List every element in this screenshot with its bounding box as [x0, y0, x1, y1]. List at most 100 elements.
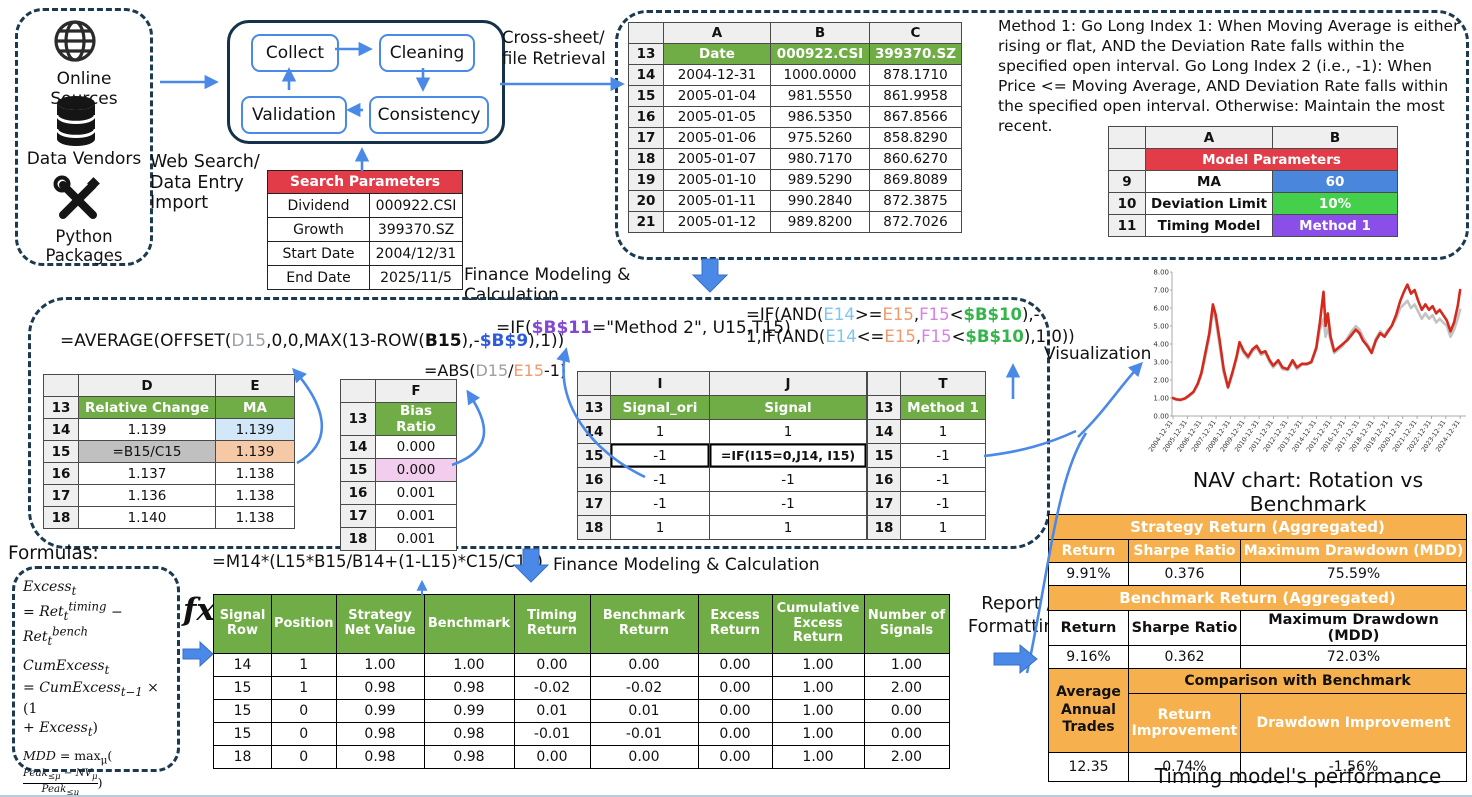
sheet-row: 18 1 1	[577, 515, 867, 540]
sheet-row: 14 1 1	[577, 419, 867, 444]
m14-formula: =M14*(L15*B15/B14+(1-L15)*C15/C14)	[212, 552, 543, 571]
benchmark-header-row: Return Sharpe Ratio Maximum Drawdown (MD…	[1048, 610, 1467, 646]
comparison-values-row: 12.35 0.74% -1.56%	[1048, 752, 1467, 782]
if-and-formula-line1: =IF(AND(E14>=E15,F15<$B$10),-	[746, 305, 1040, 324]
svg-text:6.00: 6.00	[1153, 305, 1169, 313]
sheet-row: 14 2004-12-31 1000.0000 878.1710	[628, 64, 962, 86]
sheet-row: 17 -1	[867, 491, 986, 516]
sheet-row: 21 2005-01-12 989.8200 872.7026	[628, 211, 962, 233]
sheet-row: 14 1	[867, 419, 986, 444]
sheet-row: 18 0.001	[340, 527, 457, 551]
web-search-label: Web Search/ Data Entry Import	[150, 152, 260, 214]
model-parameters-table: A B Model Parameters 9 MA 60 10 Deviation Limit…	[1108, 126, 1398, 237]
if-b11-formula: =IF($B$11="Method 2", U15,T15)	[496, 318, 791, 338]
data-pipeline-box: Collect Cleaning Validation Consistency	[227, 20, 505, 144]
svg-text:1.00: 1.00	[1153, 395, 1169, 403]
column-header-row: T	[867, 371, 986, 396]
sheet-row: Model Parameters	[1108, 148, 1398, 171]
calc-header-row: Signal Row Position Strategy Net Value Benc…	[213, 594, 950, 654]
sheet-row: 13 Bias Ratio	[340, 402, 457, 436]
sheet-row: 18 1.140 1.138	[43, 506, 295, 529]
benchmark-values-row: 9.16% 0.362 72.03%	[1048, 645, 1467, 669]
svg-text:7.00: 7.00	[1153, 287, 1169, 295]
svg-text:3.00: 3.00	[1153, 359, 1169, 367]
calculation-table: Signal Row Position Strategy Net Value Benc…	[213, 594, 950, 769]
sheet-row: 19 2005-01-10 989.5290 869.8089	[628, 169, 962, 191]
svg-text:4.00: 4.00	[1153, 341, 1169, 349]
svg-text:8.00: 8.00	[1153, 269, 1169, 277]
column-header-row: F	[340, 379, 457, 403]
sheet-row: 15 =B15/C15 1.139	[43, 440, 295, 463]
sheet-row: 16 2005-01-05 986.5350 867.8566	[628, 106, 962, 128]
sheet-row: 15 0.000	[340, 458, 457, 482]
svg-text:2.00: 2.00	[1153, 377, 1169, 385]
excess-formula: Excesst = Retttiming − Rettbench	[23, 579, 123, 649]
svg-text:0.00: 0.00	[1153, 413, 1169, 421]
kv-row: Start Date 2004/12/31	[267, 241, 463, 266]
abs-formula: =ABS(D15/E15-1)	[424, 361, 567, 380]
average-formula: =AVERAGE(OFFSET(D15,0,0,MAX(13-ROW(B15),…	[60, 331, 565, 351]
nav-chart-plot: 0.001.002.003.004.005.006.007.008.002004…	[1147, 269, 1466, 454]
sheet-row: 11 Timing Model Method 1	[1108, 214, 1398, 237]
sheet-row: 13 Date 000922.CSI 399370.SZ	[628, 43, 962, 65]
arrow-to-chart	[1077, 361, 1143, 438]
nav-chart: 0.00 1.00 2.00 3.00 4.00 5.00 6.00 7.00 8.00 2004…	[1136, 264, 1472, 480]
sheet-row: 17 -1 -1	[577, 491, 867, 516]
strategy-header-row: Return Sharpe Ratio Maximum Drawdown (MD…	[1048, 539, 1467, 563]
flow-node-cleaning: Cleaning	[379, 34, 475, 72]
comparison-header-row: Return Improvement Drawdown Improvement	[1049, 693, 1467, 753]
calc-row: 15 0 0.98 0.98 -0.01 -0.01 0.00 1.00 0.00	[213, 722, 950, 746]
price-spreadsheet: A B C 13 Date 000922.CSI 399370.SZ 14 2004-12-31…	[628, 22, 962, 233]
bias-ratio-table: F 13 Bias Ratio 14 0.000 15 0.000 16 0.001 17 0.00…	[340, 379, 457, 551]
calc-row: 15 1 0.98 0.98 -0.02 -0.02 0.00 1.00 2.00	[213, 676, 950, 700]
sheet-row: 18 1	[867, 515, 986, 540]
method-description: Method 1: Go Long Index 1: When Moving A…	[998, 17, 1460, 135]
sheet-row: 16 -1 -1	[577, 467, 867, 492]
sheet-row: 15 2005-01-04 981.5550 861.9958	[628, 85, 962, 107]
kv-title-row: Search Parameters	[267, 170, 463, 194]
python-packages-label: Python Packages	[45, 227, 123, 265]
sheet-row: 10 Deviation Limit 10%	[1108, 192, 1398, 215]
performance-table-wrap: Strategy Return (Aggregated) Return Shar…	[1048, 514, 1467, 782]
calc-row: 18 0 0.98 0.98 0.00 0.00 0.00 1.00 2.00	[213, 745, 950, 769]
sheet-row: 17 2005-01-06 975.5260 858.8290	[628, 127, 962, 149]
nav-chart-caption: NAV chart: Rotation vs Benchmark	[1192, 468, 1424, 516]
formulas-box: Excesst = Retttiming − Rettbench CumExces…	[12, 566, 180, 795]
finance-modeling-top-label: Finance Modeling & Calculation	[464, 265, 631, 305]
sheet-row: 20 2005-01-11 990.2840 872.3875	[628, 190, 962, 212]
retrieved-sheet-box	[615, 10, 1469, 260]
sheet-row: 17 1.136 1.138	[43, 484, 295, 507]
svg-text:5.00: 5.00	[1153, 323, 1169, 331]
kv-row: End Date 2025/11/5	[267, 265, 463, 290]
finance-modeling-bottom-label: Finance Modeling & Calculation	[553, 555, 820, 575]
flow-node-validation: Validation	[241, 96, 347, 134]
sheet-row: 16 1.137 1.138	[43, 462, 295, 485]
kv-row: Dividend 000922.CSI	[267, 193, 463, 218]
sheet-row: 18 2005-01-07 980.7170 860.6270	[628, 148, 962, 170]
sheet-row: 13 Signal_ori Signal	[577, 395, 867, 420]
performance-caption: Timing model's performance	[1154, 764, 1442, 788]
sheet-row: 13 Method 1	[867, 395, 986, 420]
flow-node-collect: Collect	[251, 34, 339, 72]
performance-table: Strategy Return (Aggregated) Return Shar…	[1048, 514, 1467, 782]
block-arrow-report	[993, 643, 1038, 675]
sheet-row: 17 0.001	[340, 504, 457, 528]
block-arrow-fx	[182, 640, 214, 668]
sheet-row: 16 -1	[867, 467, 986, 492]
flow-node-consistency: Consistency	[369, 96, 489, 134]
mdd-formula: MDD = maxμ(Peak≤μ − NVμ Peak≤μ)	[23, 748, 113, 797]
calc-row: 14 1 1.00 1.00 0.00 0.00 0.00 1.00 1.00	[213, 653, 950, 677]
sheet-row: 9 MA 60	[1108, 170, 1398, 193]
sheet-row: 14 1.139 1.139	[43, 418, 295, 441]
relative-change-ma-table: D E 13 Relative Change MA 14 1.139 1.139 15 =B15/…	[43, 374, 295, 529]
calc-row: 15 0 0.99 0.99 0.01 0.01 0.00 1.00 0.00	[213, 699, 950, 723]
data-vendors-label: Data Vendors	[26, 149, 142, 169]
formulas-title: Formulas:	[8, 543, 99, 564]
sheet-row: 15 -1 =IF(I15=0,J14, I15)	[577, 443, 867, 468]
modeling-box	[28, 297, 1050, 549]
